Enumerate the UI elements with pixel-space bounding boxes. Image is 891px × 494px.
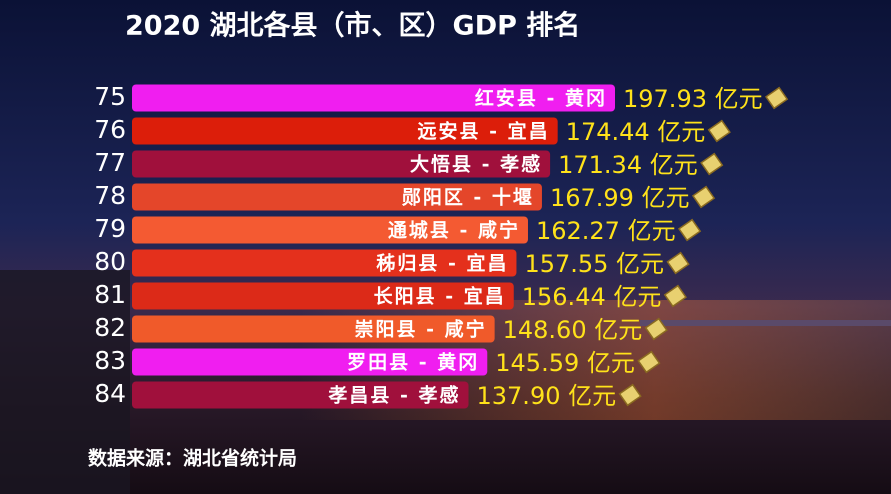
value-label: 157.55 亿元	[524, 250, 664, 278]
bar-label: 孝昌县 - 孝感	[328, 384, 460, 407]
bar	[132, 216, 528, 244]
bar	[132, 84, 615, 112]
rank-label: 83	[94, 346, 126, 375]
money-icon	[666, 251, 690, 275]
bar	[132, 117, 558, 145]
rank-label: 76	[94, 115, 126, 144]
value-label: 171.34 亿元	[558, 151, 698, 179]
bridge	[640, 320, 891, 326]
buildings	[0, 270, 130, 494]
rank-label: 82	[94, 313, 126, 342]
bar-label: 罗田县 - 黄冈	[347, 351, 479, 374]
chart-title: 2020 湖北各县（市、区）GDP 排名	[125, 10, 580, 42]
money-icon	[644, 317, 668, 341]
value-label: 148.60 亿元	[503, 316, 643, 344]
value-label: 156.44 亿元	[522, 283, 662, 311]
bar	[132, 348, 488, 376]
bar	[132, 150, 551, 178]
bar-label: 长阳县 - 宜昌	[374, 285, 506, 308]
money-icon	[637, 350, 661, 374]
rank-label: 84	[94, 379, 126, 408]
rank-label: 80	[94, 247, 126, 276]
rank-label: 79	[94, 214, 126, 243]
rank-label: 78	[94, 181, 126, 210]
rank-label: 75	[94, 82, 126, 111]
value-label: 162.27 亿元	[536, 217, 676, 245]
money-icon	[764, 86, 789, 110]
bar-label: 红安县 - 黄冈	[475, 87, 607, 110]
money-icon	[663, 284, 687, 308]
bar-label: 郧阳区 - 十堰	[402, 186, 534, 209]
bar-label: 通城县 - 咸宁	[388, 219, 520, 242]
rank-label: 77	[94, 148, 126, 177]
value-label: 137.90 亿元	[477, 382, 617, 410]
source: 数据来源：湖北省统计局	[88, 447, 297, 470]
bar-label: 崇阳县 - 咸宁	[354, 318, 486, 341]
money-icon	[707, 119, 731, 143]
money-icon	[691, 185, 716, 209]
money-icon	[677, 218, 702, 242]
bar	[132, 315, 495, 343]
bar-label: 远安县 - 宜昌	[418, 120, 550, 143]
bar	[132, 249, 517, 277]
value-label: 174.44 亿元	[566, 118, 706, 146]
bar-label: 秭归县 - 宜昌	[376, 252, 508, 275]
value-label: 197.93 亿元	[623, 85, 763, 113]
value-label: 167.99 亿元	[550, 184, 690, 212]
bar	[132, 282, 514, 310]
bar	[132, 183, 542, 211]
bar	[132, 381, 469, 409]
money-icon	[700, 152, 724, 176]
money-icon	[618, 383, 642, 407]
value-label: 145.59 亿元	[495, 349, 635, 377]
rank-label: 81	[94, 280, 126, 309]
bar-label: 大悟县 - 孝感	[410, 153, 542, 176]
